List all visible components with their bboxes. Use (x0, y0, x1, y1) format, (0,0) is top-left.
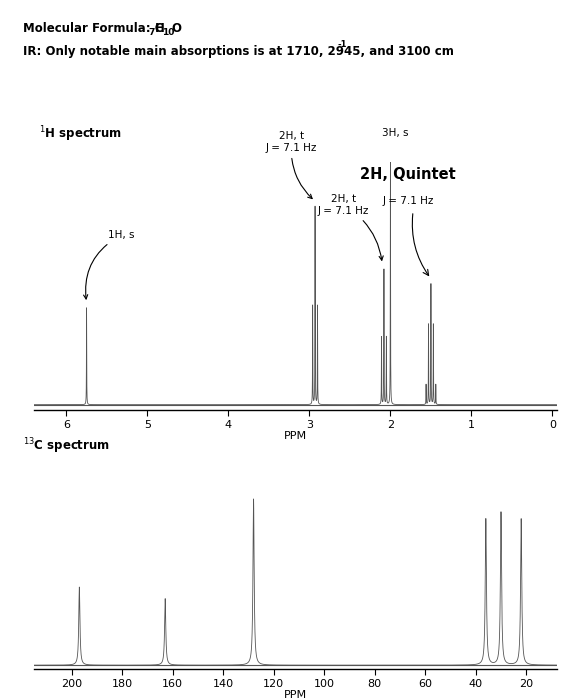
Text: 1H, s: 1H, s (84, 230, 134, 299)
Text: -1: -1 (338, 40, 347, 49)
Text: O: O (172, 22, 182, 36)
Text: 10: 10 (162, 28, 174, 37)
Text: 3H, s: 3H, s (383, 128, 409, 139)
Text: IR: Only notable main absorptions is at 1710, 2945, and 3100 cm: IR: Only notable main absorptions is at … (23, 46, 454, 59)
Text: J = 7.1 Hz: J = 7.1 Hz (383, 196, 434, 206)
Text: $^{1}$H spectrum: $^{1}$H spectrum (39, 125, 122, 144)
Text: 7: 7 (148, 28, 154, 37)
Text: 2H, Quintet: 2H, Quintet (360, 167, 456, 182)
Text: Molecular Formula: C: Molecular Formula: C (23, 22, 163, 36)
Text: $^{13}$C spectrum: $^{13}$C spectrum (23, 437, 110, 456)
Text: 2H, t
J = 7.1 Hz: 2H, t J = 7.1 Hz (266, 132, 318, 199)
X-axis label: PPM: PPM (284, 690, 307, 700)
Text: H: H (155, 22, 165, 36)
Text: 2H, t
J = 7.1 Hz: 2H, t J = 7.1 Hz (318, 194, 383, 260)
X-axis label: PPM: PPM (284, 431, 307, 441)
